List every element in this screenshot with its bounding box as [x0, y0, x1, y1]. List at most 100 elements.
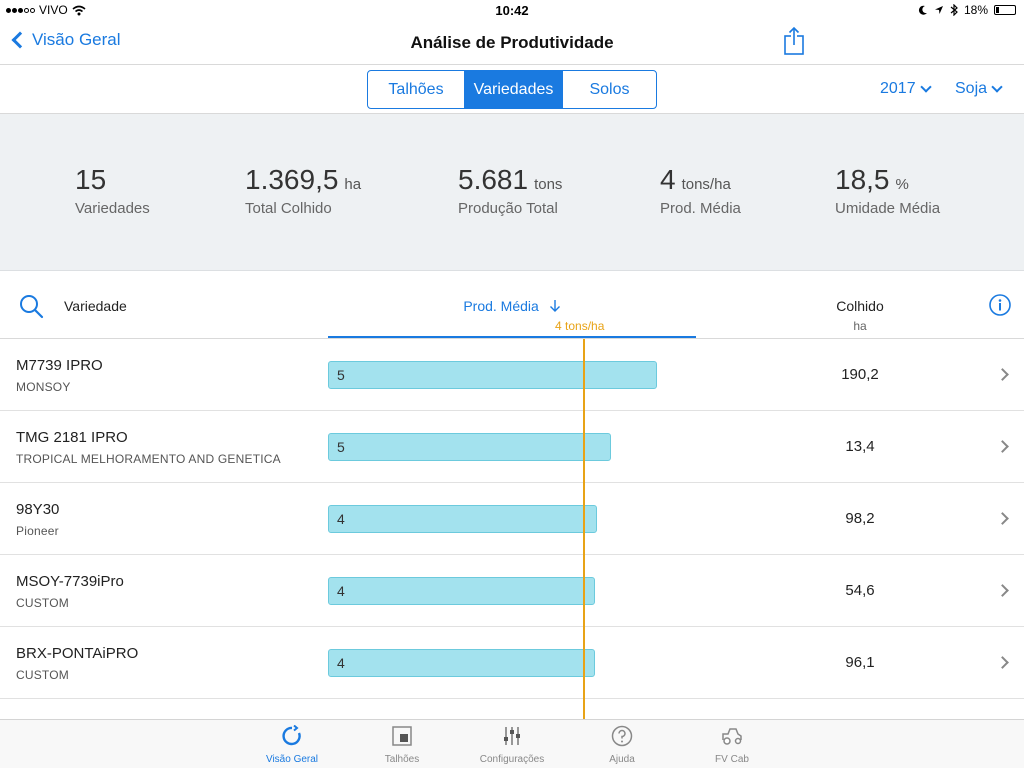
variety-name: 98Y30: [16, 501, 60, 518]
average-label: 4 tons/ha: [555, 319, 605, 333]
stat-unit: tons/ha: [681, 176, 731, 193]
prod-bar-label: 5: [337, 367, 345, 383]
column-colhido[interactable]: Colhido: [836, 298, 884, 314]
stat-variedades: 15 Variedades: [75, 164, 150, 217]
tab-label: Configurações: [479, 754, 545, 765]
prod-bar: 4: [328, 577, 595, 605]
stat-label: Prod. Média: [660, 200, 741, 217]
segment-solos[interactable]: Solos: [562, 71, 656, 108]
stat-value: 15: [75, 164, 107, 195]
share-icon[interactable]: [782, 26, 806, 56]
chevron-down-icon: [991, 81, 1003, 93]
colhido-value: 96,1: [845, 654, 875, 671]
variety-list: M7739 IPRO MONSOY 5 190,2 TMG 2181 IPRO …: [0, 339, 1024, 719]
tractor-icon: [722, 728, 742, 745]
tab-label: Ajuda: [609, 754, 635, 765]
status-bar: VIVO 10:42 18%: [0, 0, 1024, 20]
help-circle-icon: [611, 725, 633, 747]
table-row[interactable]: BRX-PONTAiPRO CUSTOM 4 96,1: [0, 627, 1024, 699]
table-row[interactable]: TMG 2181 IPRO TROPICAL MELHORAMENTO AND …: [0, 411, 1024, 483]
status-time: 10:42: [495, 3, 529, 18]
carrier-label: VIVO: [39, 3, 68, 17]
stat-unit: tons: [534, 176, 563, 193]
variety-brand: CUSTOM: [16, 668, 69, 682]
status-left: VIVO: [6, 3, 86, 17]
location-arrow-icon: [934, 6, 943, 14]
column-prod-media-label: Prod. Média: [463, 298, 539, 314]
info-icon[interactable]: [989, 294, 1011, 316]
crop-filter[interactable]: Soja: [955, 80, 1003, 98]
tab-label: FV Cab: [715, 754, 749, 765]
stat-total-colhido: 1.369,5 ha Total Colhido: [245, 164, 361, 217]
table-row[interactable]: 98Y30 Pioneer 4 98,2: [0, 483, 1024, 555]
year-label: 2017: [880, 80, 916, 97]
column-colhido-unit: ha: [853, 319, 867, 333]
segmented-control: Talhões Variedades Solos: [367, 70, 657, 109]
prod-bar-label: 4: [337, 583, 345, 599]
field-square-icon: [392, 726, 412, 746]
variety-name: TMG 2181 IPRO: [16, 429, 128, 446]
variety-name: MSOY-7739iPro: [16, 573, 124, 590]
variety-brand: MONSOY: [16, 380, 71, 394]
stat-umidade-media: 18,5% Umidade Média: [835, 164, 940, 217]
tab-configuracoes[interactable]: Configurações: [457, 720, 567, 768]
tab-label: Talhões: [384, 754, 420, 765]
stat-unit: %: [895, 176, 909, 193]
prod-bar: 5: [328, 433, 611, 461]
segment-talhoes[interactable]: Talhões: [388, 80, 444, 98]
chevron-right-icon: [996, 656, 1009, 669]
prod-bar-label: 5: [337, 439, 345, 455]
prod-bar-label: 4: [337, 655, 345, 671]
variety-name: M7739 IPRO: [16, 357, 103, 374]
prod-bar: 5: [328, 361, 657, 389]
table-header: Variedade Prod. Média 4 tons/ha Colhido …: [0, 271, 1024, 339]
prod-bar-label: 4: [337, 511, 345, 527]
wifi-icon: [72, 5, 86, 15]
tab-fv-cab[interactable]: FV Cab: [677, 720, 787, 768]
year-filter[interactable]: 2017: [880, 80, 932, 98]
variety-brand: CUSTOM: [16, 596, 69, 610]
back-button[interactable]: Visão Geral: [10, 30, 121, 50]
column-prod-media[interactable]: Prod. Média: [328, 298, 696, 314]
search-icon[interactable]: [18, 293, 44, 319]
variety-brand: Pioneer: [16, 524, 59, 538]
back-label: Visão Geral: [32, 30, 121, 49]
chevron-right-icon: [996, 440, 1009, 453]
stat-value: 4: [660, 164, 676, 195]
stat-producao-total: 5.681 tons Produção Total: [458, 164, 562, 217]
tab-visao-geral[interactable]: Visão Geral: [237, 720, 347, 768]
segment-variedades[interactable]: Variedades: [464, 71, 562, 108]
bluetooth-icon: [950, 4, 958, 16]
variety-name: BRX-PONTAiPRO: [16, 645, 139, 662]
tab-label: Visão Geral: [265, 754, 319, 765]
colhido-value: 54,6: [845, 582, 875, 599]
average-line: [583, 339, 585, 719]
prod-bar: 4: [328, 649, 595, 677]
crop-label: Soja: [955, 80, 988, 97]
chevron-down-icon: [919, 81, 932, 93]
battery-icon: [994, 5, 1016, 15]
stat-label: Total Colhido: [245, 200, 332, 217]
prod-bar: 4: [328, 505, 597, 533]
table-row[interactable]: MSOY-7739iPro CUSTOM 4 54,6: [0, 555, 1024, 627]
stat-value: 18,5: [835, 164, 890, 195]
column-variedade[interactable]: Variedade: [64, 298, 127, 314]
signal-icon: [6, 7, 35, 13]
page-title: Análise de Produtividade: [410, 33, 614, 52]
status-right: 18%: [918, 3, 1016, 17]
stat-label: Umidade Média: [835, 200, 941, 217]
chevron-right-icon: [996, 368, 1009, 381]
stat-prod-media: 4 tons/ha Prod. Média: [660, 164, 741, 217]
battery-label: 18%: [963, 3, 988, 17]
colhido-value: 98,2: [845, 510, 875, 527]
tab-ajuda[interactable]: Ajuda: [567, 720, 677, 768]
segment-row: Talhões Variedades Solos 2017 Soja: [0, 66, 1024, 114]
stat-unit: ha: [344, 176, 362, 193]
tab-talhoes[interactable]: Talhões: [347, 720, 457, 768]
summary-panel: 15 Variedades 1.369,5 ha Total Colhido 5.…: [0, 114, 1024, 271]
variety-brand: TROPICAL MELHORAMENTO AND GENETICA: [16, 452, 281, 466]
tab-bar: Visão Geral Talhões Configurações Ajuda …: [0, 719, 1024, 768]
table-row[interactable]: M7739 IPRO MONSOY 5 190,2: [0, 339, 1024, 411]
chevron-right-icon: [996, 512, 1009, 525]
chevron-right-icon: [996, 584, 1009, 597]
